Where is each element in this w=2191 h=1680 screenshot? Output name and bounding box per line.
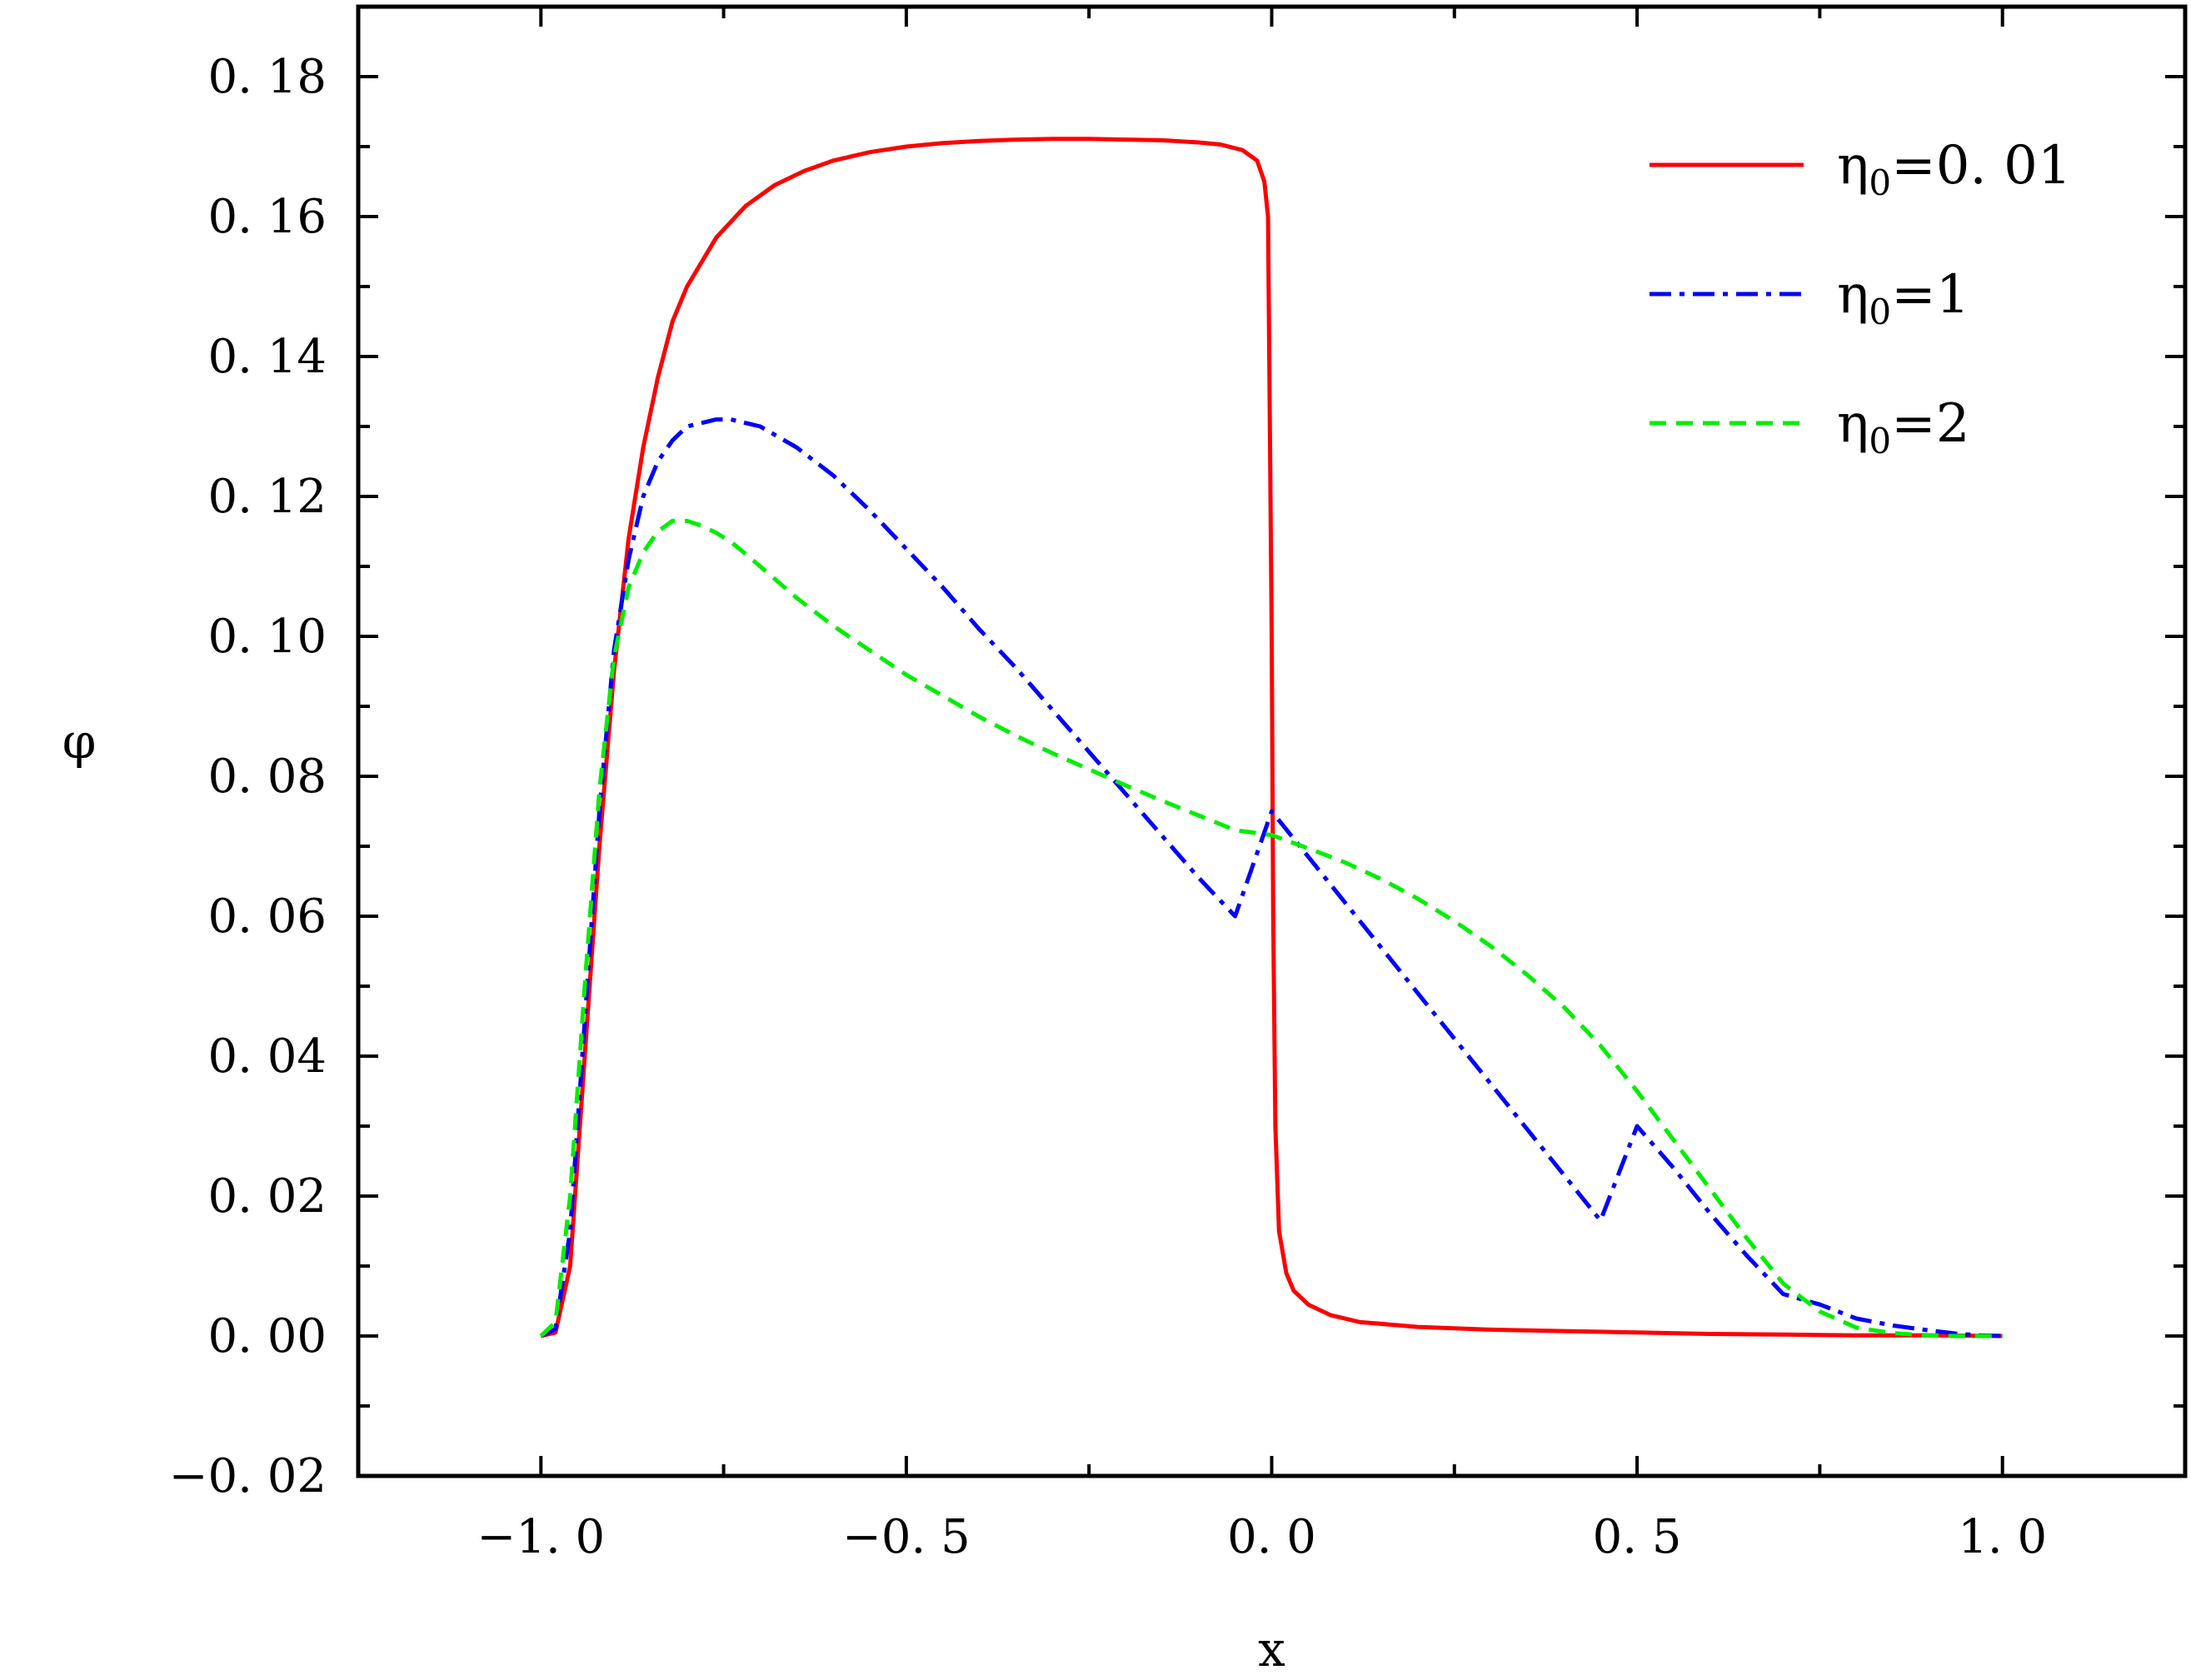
- y-axis-title: φ: [62, 713, 97, 770]
- legend-label-2: η0=1: [1837, 264, 1969, 332]
- y-tick-label: 0. 04: [208, 1029, 327, 1084]
- x-axis-title: x: [1258, 1621, 1285, 1678]
- y-tick-label: 0. 08: [208, 750, 327, 804]
- y-tick-label: −0. 02: [169, 1449, 327, 1503]
- legend: η0=0. 01 η0=1 η0=2: [1649, 135, 2072, 461]
- x-tick-label: 0. 5: [1593, 1510, 1682, 1564]
- series-layer: [539, 137, 2003, 1339]
- legend-label-1: η0=0. 01: [1837, 135, 2072, 203]
- y-tick-label: 0. 18: [208, 50, 327, 104]
- series-line-1: [540, 137, 2003, 1339]
- y-tick-label: 0. 06: [208, 890, 327, 944]
- legend-label-3: η0=2: [1837, 393, 1969, 461]
- y-tick-label: 0. 16: [208, 190, 327, 244]
- y-tick-label: 0. 14: [208, 330, 327, 384]
- y-tick-label: 0. 12: [208, 470, 327, 524]
- x-tick-label: 1. 0: [1958, 1510, 2047, 1564]
- x-tick-label: −1. 0: [477, 1510, 605, 1564]
- x-tick-label: −0. 5: [842, 1510, 971, 1564]
- ticks-layer: [357, 5, 2187, 1478]
- x-tick-label: 0. 0: [1227, 1510, 1316, 1564]
- y-tick-label: 0. 02: [208, 1169, 327, 1224]
- y-tick-label: 0. 00: [208, 1309, 327, 1363]
- tick-labels-layer: −1. 0 −0. 5 0. 0 0. 5 1. 0 −0. 02 0. 00 0. 02 0.…: [169, 50, 2048, 1564]
- series-line-3: [539, 518, 2003, 1339]
- series-line-2: [540, 417, 2003, 1339]
- y-tick-label: 0. 10: [208, 610, 327, 664]
